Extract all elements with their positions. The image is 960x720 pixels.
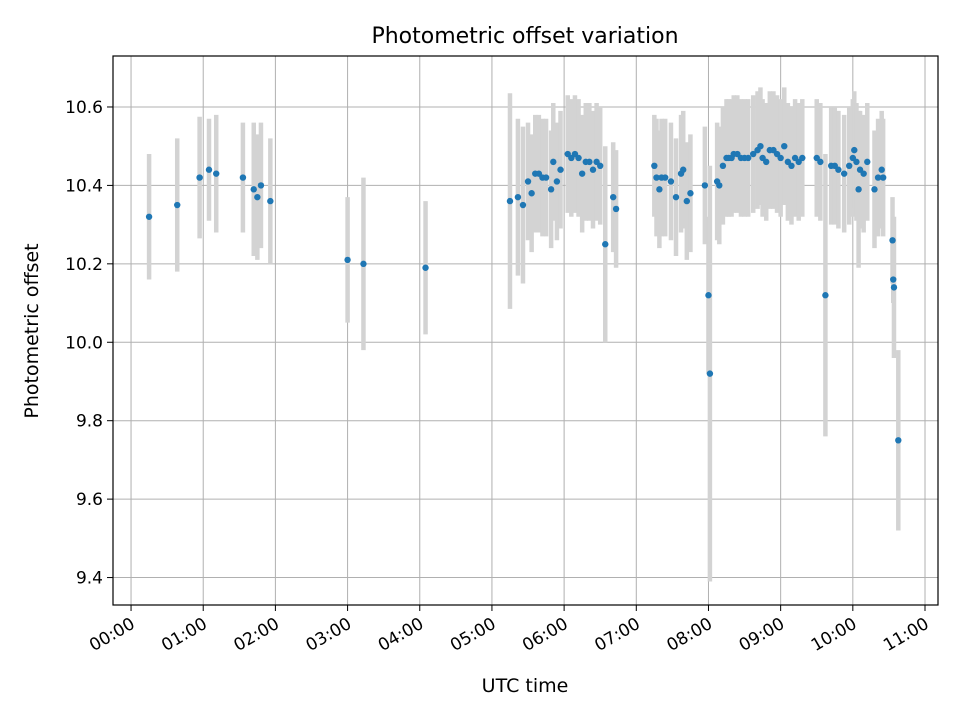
data-point xyxy=(667,178,675,185)
data-point xyxy=(612,205,620,213)
data-point xyxy=(547,186,555,193)
data-point xyxy=(853,158,860,166)
y-tick-label: 10.2 xyxy=(65,255,103,275)
data-point xyxy=(701,182,709,189)
chart-title: Photometric offset variation xyxy=(371,24,678,49)
y-tick-label: 9.4 xyxy=(76,569,103,589)
data-point xyxy=(557,166,564,173)
data-point xyxy=(250,186,257,193)
data-point xyxy=(846,162,853,169)
data-point xyxy=(777,154,784,162)
y-tick-label: 10.6 xyxy=(65,98,103,118)
data-point xyxy=(860,170,867,177)
data-point xyxy=(653,174,660,181)
data-point xyxy=(575,154,582,162)
data-point xyxy=(589,166,597,173)
x-axis-label: UTC time xyxy=(482,675,569,697)
data-point xyxy=(344,256,351,264)
data-point xyxy=(706,370,714,377)
data-point xyxy=(609,193,617,201)
data-point xyxy=(360,260,367,268)
data-point xyxy=(705,292,712,299)
data-point xyxy=(550,158,557,166)
data-point xyxy=(687,190,694,197)
data-point xyxy=(672,193,680,201)
data-point xyxy=(656,186,663,193)
data-point xyxy=(213,170,220,177)
data-point xyxy=(514,193,522,201)
y-tick-label: 10.0 xyxy=(65,333,103,353)
data-point xyxy=(205,166,213,173)
data-point xyxy=(257,182,265,189)
data-point xyxy=(422,264,429,271)
data-point xyxy=(840,170,848,177)
y-tick-label: 9.6 xyxy=(76,490,103,510)
data-point xyxy=(506,197,514,205)
data-point xyxy=(542,174,550,181)
data-point xyxy=(602,241,609,248)
data-point xyxy=(524,178,532,185)
axes-frame xyxy=(112,55,939,606)
data-point xyxy=(874,174,882,181)
data-points xyxy=(145,142,902,444)
y-axis-label: Photometric offset xyxy=(21,243,43,418)
data-point xyxy=(781,142,788,150)
data-point xyxy=(763,158,770,166)
data-point xyxy=(817,158,824,166)
data-point xyxy=(553,178,561,185)
data-point xyxy=(683,197,691,205)
data-point xyxy=(716,182,723,189)
data-point xyxy=(890,284,898,291)
data-point xyxy=(799,154,806,162)
data-point xyxy=(750,150,757,158)
y-tick-label: 10.4 xyxy=(65,176,103,196)
data-point xyxy=(145,213,153,220)
data-point xyxy=(174,201,181,209)
data-point xyxy=(855,186,862,193)
data-point xyxy=(528,190,535,197)
data-point xyxy=(757,142,764,150)
data-point xyxy=(822,292,829,299)
data-point xyxy=(878,166,885,173)
y-tick-label: 9.8 xyxy=(76,412,103,432)
data-point xyxy=(719,162,727,169)
data-point xyxy=(578,170,586,177)
data-point xyxy=(889,237,896,244)
data-point xyxy=(651,162,658,169)
data-point xyxy=(239,174,247,181)
data-point xyxy=(744,154,752,162)
data-point xyxy=(835,166,842,173)
data-point xyxy=(890,276,897,283)
data-point xyxy=(788,162,795,169)
data-point xyxy=(196,174,203,181)
data-point xyxy=(267,197,274,205)
data-point xyxy=(597,162,604,169)
data-point xyxy=(661,174,669,181)
data-point xyxy=(851,146,858,154)
data-point xyxy=(871,186,878,193)
data-point xyxy=(519,201,527,209)
data-point xyxy=(680,166,687,173)
data-point xyxy=(254,193,261,201)
data-point xyxy=(586,158,593,166)
data-point xyxy=(864,158,871,166)
data-point xyxy=(879,174,887,181)
data-point xyxy=(895,437,902,444)
